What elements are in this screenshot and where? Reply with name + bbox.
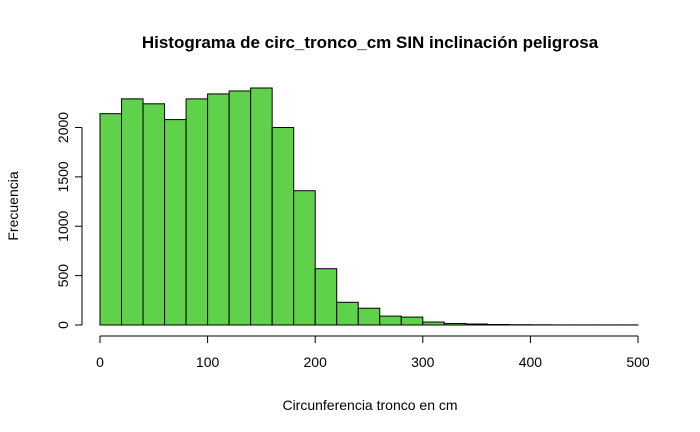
- histogram-bar: [250, 87, 273, 326]
- histogram-bar: [465, 323, 488, 326]
- histogram-bar: [185, 98, 209, 326]
- x-tick-label: 400: [519, 354, 543, 370]
- histogram-bar: [422, 321, 445, 326]
- x-tick-label: 0: [96, 354, 104, 370]
- y-tick-label: 0: [55, 321, 71, 329]
- y-axis-label: Frecuencia: [5, 171, 21, 240]
- y-tick-label: 1500: [55, 161, 71, 192]
- x-axis-label: Circunferencia tronco en cm: [282, 397, 457, 413]
- histogram-bar: [336, 301, 359, 326]
- y-tick-label: 1000: [55, 210, 71, 241]
- x-axis: 0 100 200 300 400 500: [96, 335, 650, 370]
- y-tick-label: 500: [55, 264, 71, 288]
- y-axis: 0 500 1000 1500 2000: [55, 112, 83, 329]
- x-tick-label: 100: [196, 354, 220, 370]
- histogram-bar: [314, 268, 338, 326]
- bars-group: [99, 87, 639, 326]
- histogram-bar: [228, 90, 252, 326]
- histogram-bar: [121, 98, 144, 326]
- histogram-bar: [164, 119, 187, 326]
- x-tick-label: 500: [626, 354, 650, 370]
- histogram-bar: [271, 127, 295, 326]
- chart-title: Histograma de circ_tronco_cm SIN inclina…: [142, 33, 599, 52]
- histogram-bar: [443, 323, 467, 326]
- histogram-bar: [379, 315, 402, 326]
- histogram-bar: [207, 93, 230, 326]
- x-tick-label: 300: [411, 354, 435, 370]
- x-tick-label: 200: [304, 354, 328, 370]
- y-tick-label: 2000: [55, 112, 71, 143]
- histogram-bar: [293, 190, 316, 326]
- histogram-bar: [400, 316, 424, 326]
- histogram-bar: [357, 307, 381, 326]
- histogram-bar: [142, 103, 166, 326]
- histogram-bar: [99, 113, 123, 326]
